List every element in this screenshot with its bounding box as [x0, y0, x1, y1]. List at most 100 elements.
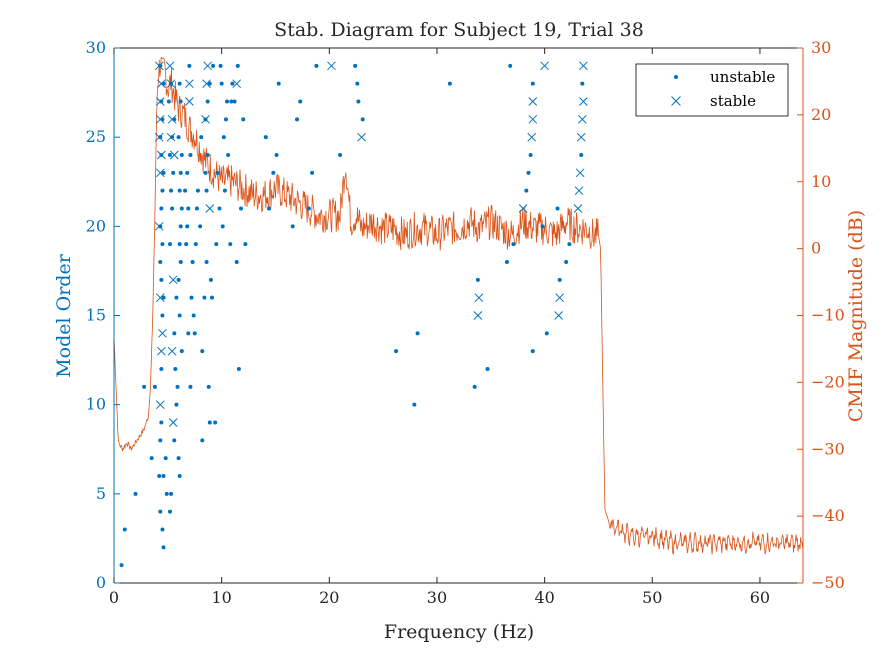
stable-point [154, 132, 164, 142]
unstable-point [579, 153, 584, 157]
x-tick-label: 50 [642, 588, 662, 607]
stable-point [579, 61, 588, 71]
unstable-point [530, 349, 535, 354]
unstable-point [557, 277, 562, 282]
y-tick-label-right: 30 [811, 38, 831, 57]
unstable-point [528, 153, 533, 157]
unstable-point [198, 224, 203, 229]
unstable-point [186, 206, 191, 211]
unstable-point [159, 367, 164, 371]
unstable-point [504, 260, 509, 264]
stable-point [232, 79, 242, 89]
stable-point [155, 400, 165, 410]
y-tick-label-right: 10 [811, 172, 831, 191]
unstable-point [263, 135, 268, 140]
y-tick-label-right: −10 [811, 306, 845, 325]
unstable-point [447, 81, 452, 86]
unstable-point [526, 170, 531, 175]
legend-box [635, 63, 789, 117]
legend-unstable-marker [674, 75, 678, 79]
unstable-point [167, 242, 172, 247]
unstable-point [204, 188, 209, 193]
x-axis-label: Frequency (Hz) [384, 621, 534, 643]
unstable-point [228, 242, 233, 247]
stable-point [357, 132, 366, 142]
unstable-point [185, 224, 190, 229]
unstable-point [158, 224, 163, 229]
unstable-point [215, 170, 220, 175]
stable-point [574, 186, 584, 196]
unstable-point [211, 63, 216, 68]
stable-point [157, 346, 166, 356]
unstable-point [163, 456, 168, 461]
unstable-point [177, 474, 182, 478]
stable-point [576, 132, 586, 142]
legend-stable-label: stable [710, 92, 756, 110]
unstable-point [178, 224, 183, 229]
unstable-point [172, 331, 177, 336]
unstable-point [176, 135, 181, 140]
unstable-point [394, 349, 399, 354]
unstable-point [219, 81, 224, 86]
unstable-point [174, 295, 179, 300]
unstable-point [555, 206, 560, 211]
unstable-point [189, 295, 194, 300]
unstable-point [169, 188, 174, 193]
stable-point [473, 311, 483, 320]
chart-title: Stab. Diagram for Subject 19, Trial 38 [274, 19, 644, 41]
unstable-point [186, 331, 191, 336]
unstable-point [179, 206, 184, 211]
unstable-point [177, 81, 182, 86]
unstable-point [178, 99, 183, 104]
stable-point [203, 61, 213, 71]
stable-point [166, 132, 176, 142]
unstable-point [119, 563, 124, 568]
unstable-point [161, 295, 166, 300]
stable-point [168, 275, 178, 285]
stable-point [202, 79, 211, 89]
stable-point [157, 79, 166, 89]
unstable-point [221, 135, 226, 140]
unstable-point [314, 63, 319, 68]
unstable-point [207, 420, 212, 425]
ticks-layer: 0 10 20 30 40 50 60 0 5 10 15 20 25 30 −50 −40 −30 −20 −10… [86, 38, 845, 607]
unstable-point [540, 224, 545, 229]
unstable-point [158, 509, 163, 514]
cmif-line-layer [113, 56, 803, 555]
unstable-points-layer [119, 63, 585, 568]
stable-point [577, 114, 587, 124]
unstable-point [200, 349, 205, 354]
legend: unstable stable [635, 63, 789, 117]
unstable-point [195, 188, 200, 193]
stable-point [579, 97, 588, 106]
unstable-point [164, 491, 169, 496]
y-tick-label-right: −20 [811, 372, 845, 391]
unstable-point [160, 313, 165, 318]
unstable-point [511, 242, 516, 247]
unstable-point [190, 260, 195, 264]
unstable-point [485, 367, 490, 371]
unstable-point [580, 81, 585, 86]
unstable-point [179, 153, 184, 157]
unstable-point [188, 153, 193, 157]
unstable-point [306, 206, 311, 211]
cmif-line [113, 56, 803, 555]
unstable-point [177, 242, 182, 247]
unstable-point [475, 277, 480, 282]
unstable-point [217, 206, 222, 211]
unstable-point [170, 135, 175, 140]
unstable-point [213, 420, 218, 425]
unstable-point [133, 491, 138, 496]
unstable-point [171, 170, 176, 175]
stable-point [157, 150, 166, 160]
stable-point [185, 97, 194, 106]
stable-point [155, 168, 165, 178]
unstable-point [174, 402, 179, 407]
unstable-point [158, 63, 163, 68]
unstable-point [159, 277, 164, 282]
unstable-point [415, 331, 420, 336]
stable-point [166, 79, 176, 89]
unstable-point [223, 117, 228, 122]
unstable-point [167, 153, 172, 157]
unstable-point [177, 188, 182, 193]
